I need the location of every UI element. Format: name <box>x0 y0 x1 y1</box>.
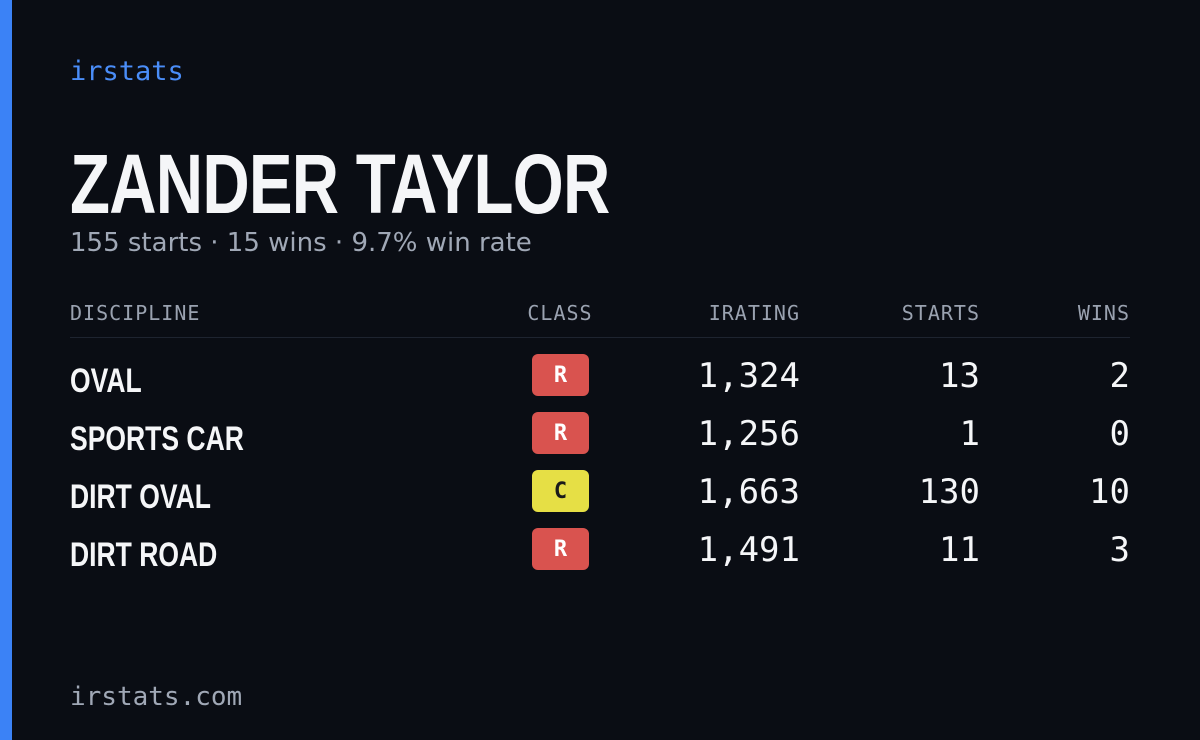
discipline: DIRT OVAL <box>70 478 211 516</box>
accent-bar <box>0 0 12 740</box>
class-badge: C <box>532 470 589 512</box>
discipline: SPORTS CAR <box>70 420 244 458</box>
column-header: IRATING <box>708 301 800 325</box>
class-badge: R <box>532 412 589 454</box>
column-header: WINS <box>1077 301 1130 325</box>
brand: irstats <box>70 56 184 87</box>
class-badge: R <box>532 528 589 570</box>
stat-value: 10 <box>1089 472 1130 512</box>
column-header: STARTS <box>901 301 980 325</box>
discipline: DIRT ROAD <box>70 536 218 574</box>
stat-value: 13 <box>939 356 980 396</box>
driver-summary: 155 starts · 15 wins · 9.7% win rate <box>70 228 532 258</box>
stat-value: 1,663 <box>697 472 800 512</box>
stat-value: 1,256 <box>697 414 800 454</box>
header-rule <box>70 337 1130 338</box>
column-header: DISCIPLINE <box>70 301 201 325</box>
footer: irstats.com <box>70 682 243 712</box>
stat-value: 2 <box>1109 356 1130 396</box>
stat-value: 130 <box>918 472 980 512</box>
stat-value: 3 <box>1109 530 1130 570</box>
stat-value: 0 <box>1109 414 1130 454</box>
stat-value: 11 <box>939 530 980 570</box>
driver-name: ZANDER TAYLOR <box>70 137 610 231</box>
stat-value: 1,324 <box>697 356 800 396</box>
stat-value: 1 <box>959 414 980 454</box>
stat-value: 1,491 <box>697 530 800 570</box>
column-header: CLASS <box>527 301 593 325</box>
discipline: OVAL <box>70 362 142 400</box>
class-badge: R <box>532 354 589 396</box>
